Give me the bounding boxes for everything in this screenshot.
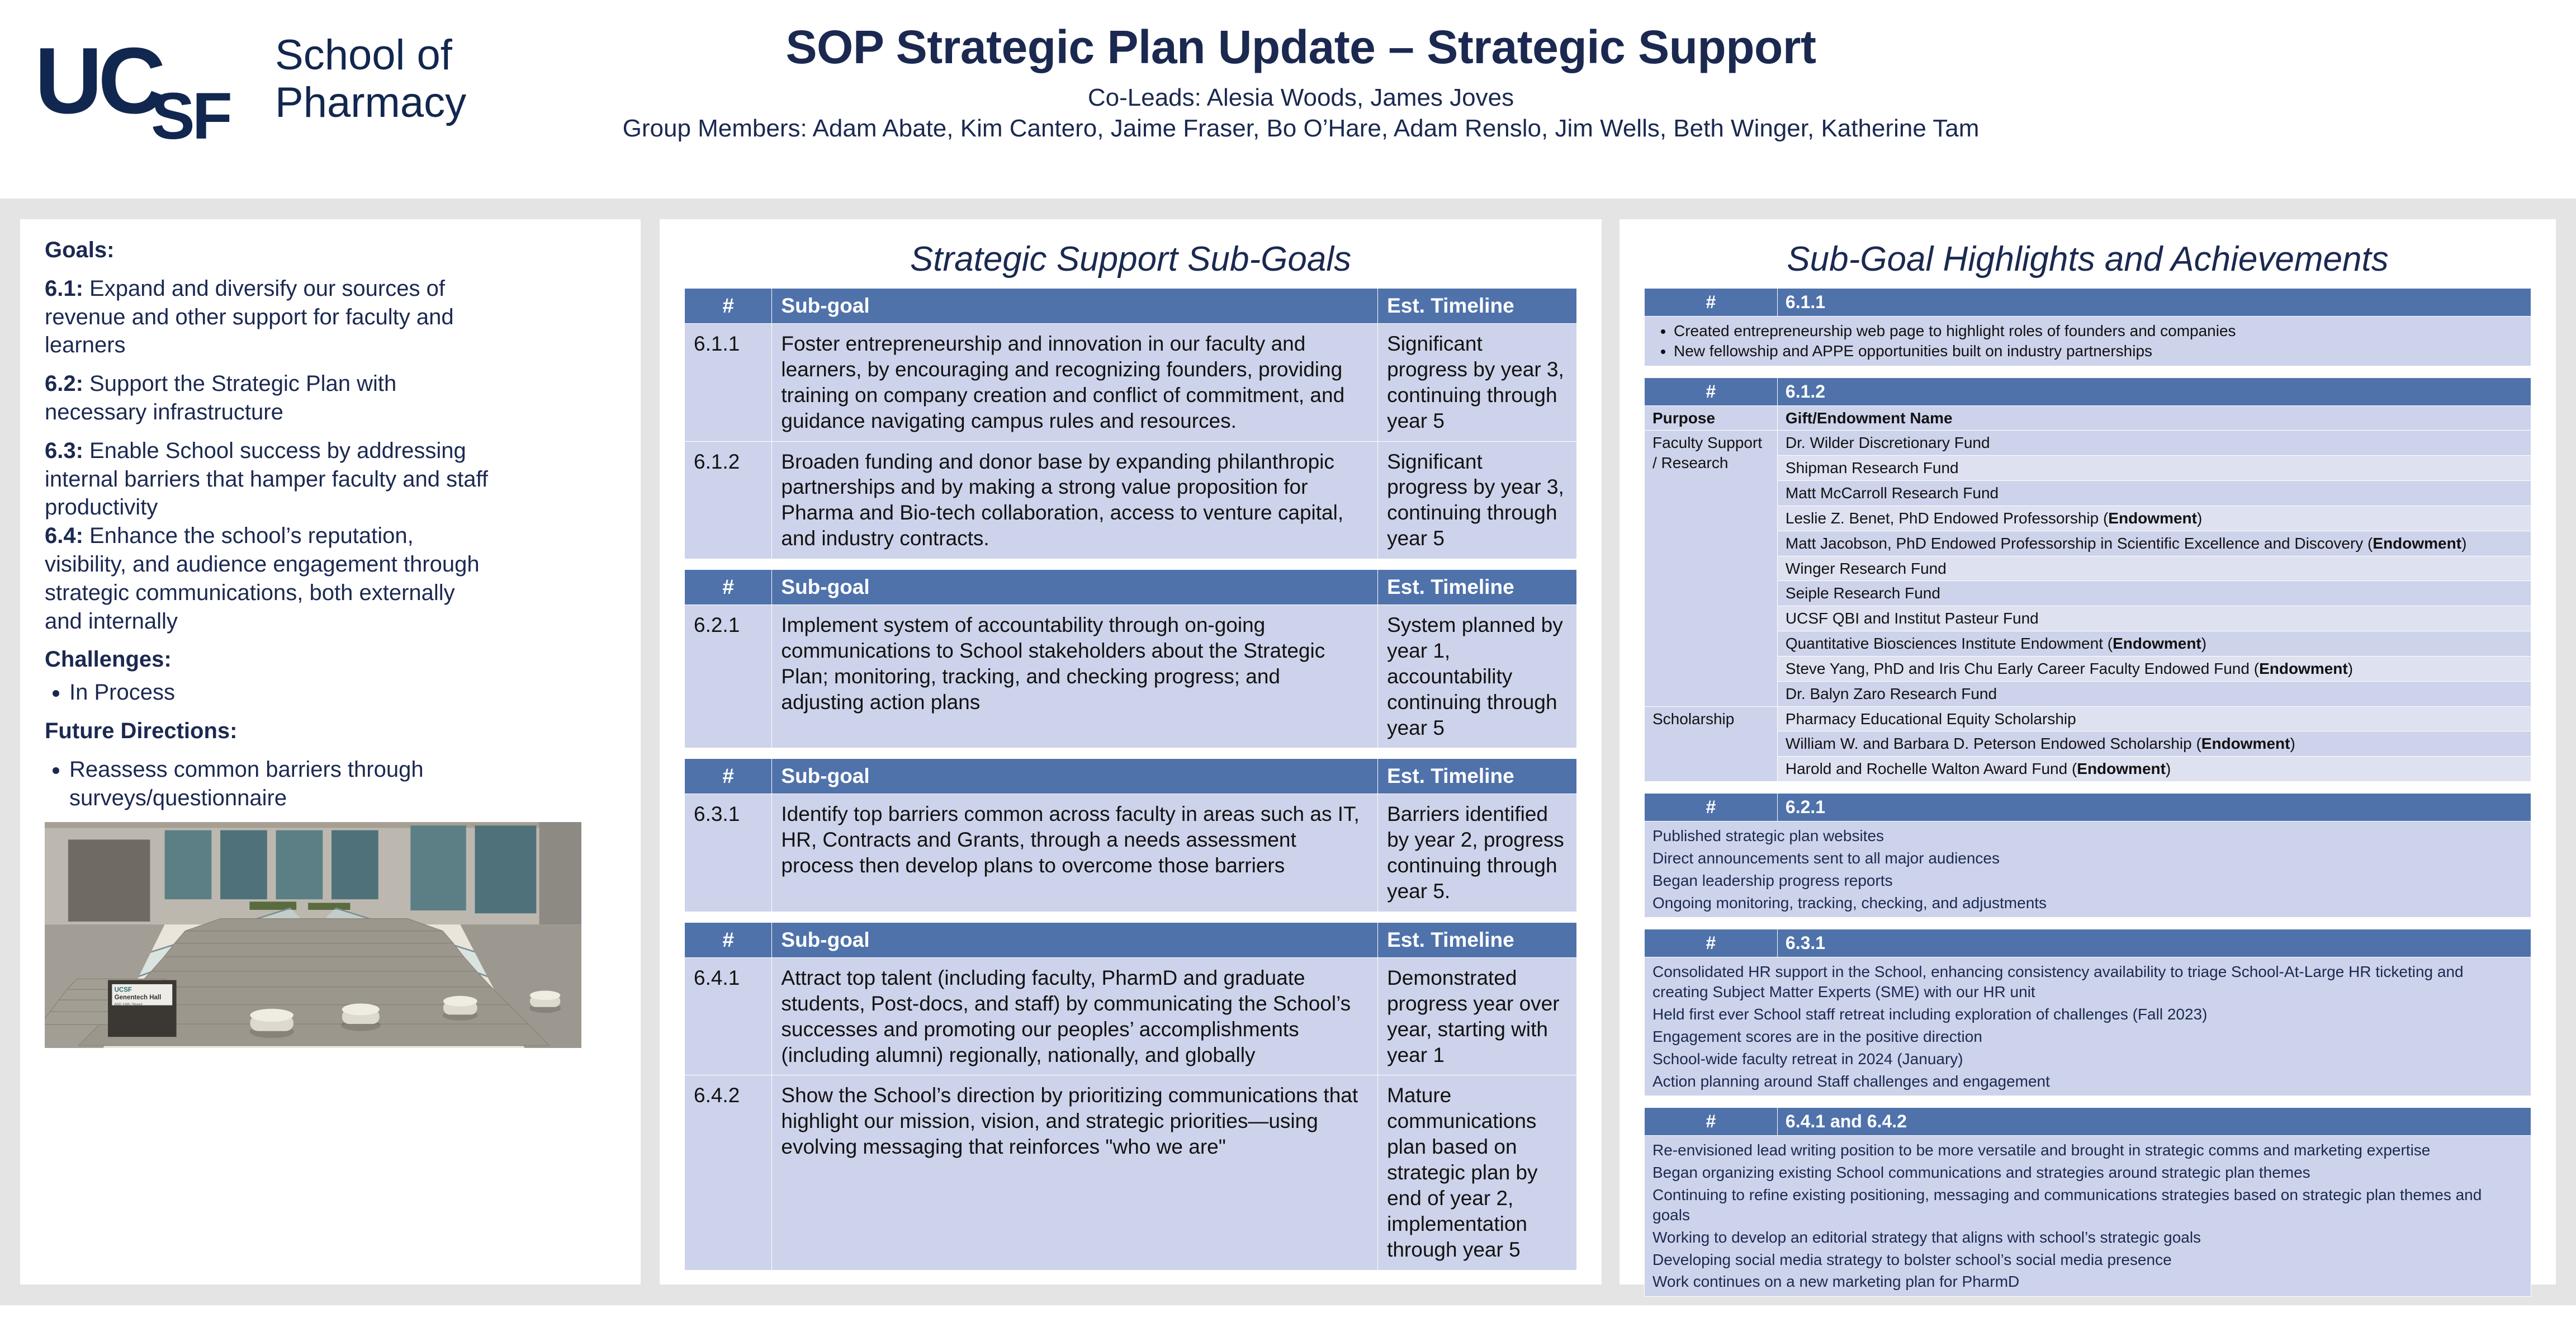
svg-text:Genentech Hall: Genentech Hall — [115, 995, 162, 1002]
svg-text:UCSF: UCSF — [115, 987, 132, 994]
svg-text:600 16th Street: 600 16th Street — [115, 1002, 143, 1007]
